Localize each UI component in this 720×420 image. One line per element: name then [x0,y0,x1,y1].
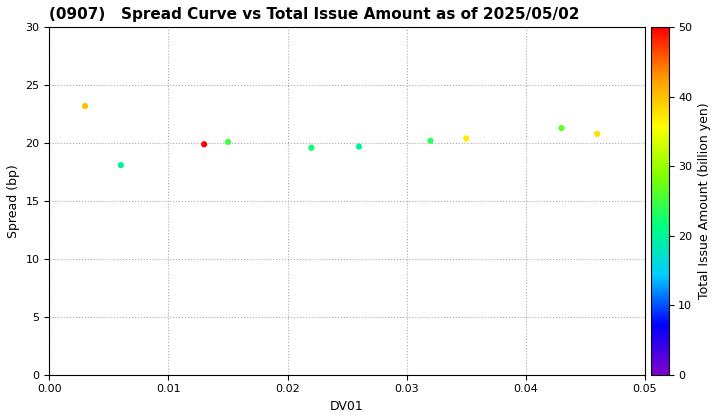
Point [115,162,127,168]
Point [305,144,317,151]
Y-axis label: Total Issue Amount (billion yen): Total Issue Amount (billion yen) [698,103,711,299]
Point [556,125,567,131]
Y-axis label: Spread (bp): Spread (bp) [7,164,20,238]
Text: (0907)   Spread Curve vs Total Issue Amount as of 2025/05/02: (0907) Spread Curve vs Total Issue Amoun… [50,7,580,22]
Point [354,143,365,150]
X-axis label: DV01: DV01 [330,400,364,413]
Point [460,135,472,142]
Point [79,102,91,109]
Point [425,137,436,144]
Point [199,141,210,147]
Point [591,131,603,137]
Point [222,139,234,145]
